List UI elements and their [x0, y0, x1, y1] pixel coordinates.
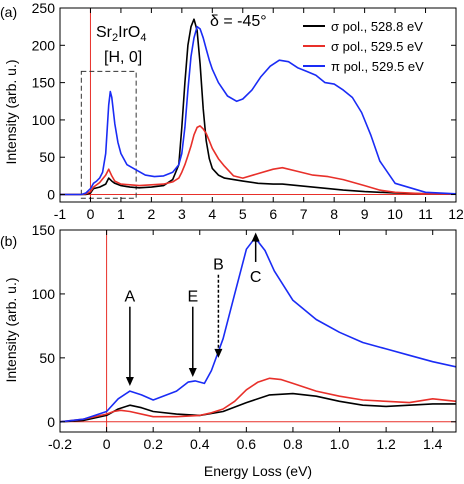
panel-a-ylabel: Intensity (arb. u.): [3, 59, 19, 164]
marker-arrow-head-A: [125, 376, 134, 386]
panel-b-ytick-label: 150: [32, 222, 56, 238]
panel-a-xtick-label: 10: [387, 206, 403, 222]
panel-a-xtick-label: 8: [330, 206, 338, 222]
panel-a-series-line-1: [60, 125, 456, 196]
panel-b-xtick-label: 1.0: [330, 436, 350, 452]
panel-a-xtick-label: 12: [448, 206, 464, 222]
panel-a-xtick-label: 3: [178, 206, 186, 222]
panel-a-ytick-label: 250: [32, 0, 56, 16]
panel-b-xlabel: Energy Loss (eV): [204, 463, 312, 479]
panel-b-series: [60, 239, 456, 423]
panel-b-reference-lines: [60, 230, 456, 432]
panel-b-xtick-label: 1.4: [423, 436, 443, 452]
panel-b-series-line-0: [60, 392, 456, 423]
panel-b-xtick-label: 0.4: [190, 436, 210, 452]
panel-a-xtick-label: -1: [54, 206, 67, 222]
panel-b-xtick-label: 1.2: [376, 436, 396, 452]
panel-a-ytick-label: 150: [32, 75, 56, 91]
panel-b-ylabel: Intensity (arb. u.): [3, 277, 19, 382]
panel-a-xtick-label: 7: [300, 206, 308, 222]
panel-b-series-line-2: [60, 239, 456, 423]
panel-a-ytick-label: 0: [47, 187, 55, 203]
panel-a-xtick-label: 4: [208, 206, 216, 222]
panel-a-reference-lines: [60, 8, 456, 202]
azimuth-angle: δ = -45°: [210, 13, 267, 30]
panel-b: (b) Intensity (arb. u.) Energy Loss (eV)…: [0, 222, 457, 479]
marker-label-E: E: [187, 289, 198, 306]
panel-b-xtick-label: 0.2: [143, 436, 163, 452]
panel-b-markers: A EB C: [125, 232, 262, 386]
panel-a-xtick-label: 6: [269, 206, 277, 222]
panel-a-series: [60, 18, 456, 196]
panel-a-series-line-0: [60, 18, 456, 196]
panel-a-zoom-region-box: [80, 70, 137, 199]
panel-a-xtick-label: 9: [361, 206, 369, 222]
panel-a-series-line-2: [60, 25, 456, 196]
panel-a-ytick-label: 200: [32, 37, 56, 53]
panel-a-xtick-label: 11: [418, 206, 433, 222]
marker-label-A: A: [125, 289, 136, 306]
legend-label-sigma-528: σ pol., 528.8 eV: [331, 19, 423, 34]
panel-a-xtick-label: 0: [87, 206, 95, 222]
marker-label-B: B: [213, 257, 224, 274]
panel-a: (a) Intensity (arb. u.) -1 0 1 2 3 4 5 6 7 8 9 10 11…: [0, 0, 464, 222]
panel-b-ytick-label: 50: [39, 350, 55, 366]
scattering-direction: [H, 0]: [104, 49, 142, 66]
marker-arrow-head-E: [188, 368, 197, 378]
panel-a-frame: [59, 7, 457, 203]
panel-a-ytick-label: 100: [32, 112, 56, 128]
panel-b-label: (b): [0, 233, 17, 249]
sample-formula: Sr2IrO4: [96, 24, 146, 44]
panel-a-xtick-label: 1: [117, 206, 125, 222]
legend-label-sigma-529: σ pol., 529.5 eV: [331, 39, 423, 54]
marker-arrow-head-B: [214, 348, 223, 358]
legend-label-pi-529: π pol., 529.5 eV: [331, 59, 424, 74]
panel-a-xtick-label: 5: [239, 206, 247, 222]
panel-b-ytick-label: 100: [32, 286, 56, 302]
panel-a-inset-box: [80, 70, 137, 199]
panel-b-xtick-label: 0.8: [283, 436, 303, 452]
marker-label-C: C: [250, 269, 262, 286]
marker-arrow-head-C: [251, 232, 260, 242]
panel-b-series-line-1: [60, 377, 456, 423]
panel-b-xtick-label: 0: [103, 436, 111, 452]
panel-a-label: (a): [0, 4, 17, 20]
panel-a-ytick-label: 50: [39, 149, 55, 165]
panel-b-ytick-label: 0: [47, 414, 55, 430]
legend: σ pol., 528.8 eV σ pol., 529.5 eV π pol.…: [303, 19, 424, 74]
panel-b-frame: [59, 229, 457, 433]
panel-b-xtick-label: -0.2: [48, 436, 72, 452]
panel-b-xtick-label: 0.6: [237, 436, 257, 452]
panel-a-xtick-label: 2: [147, 206, 155, 222]
